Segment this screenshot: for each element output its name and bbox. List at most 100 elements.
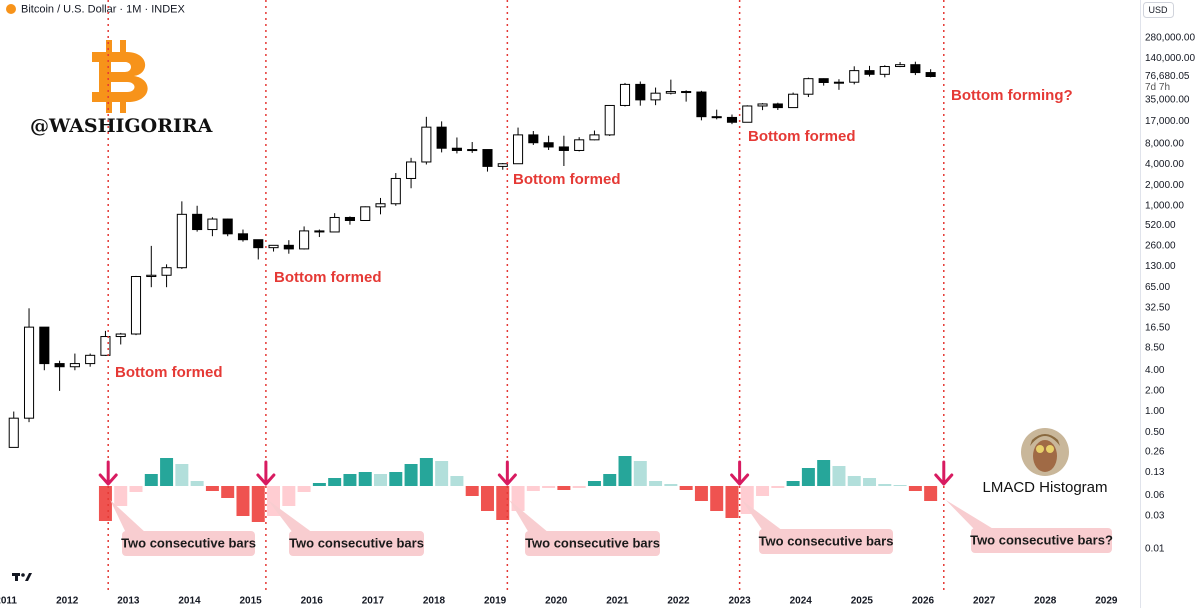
annotation: Bottom formed [115,364,223,381]
candle-body [192,213,203,231]
histogram-bar [557,486,571,490]
x-tick-label: 2028 [1034,596,1057,607]
bitcoin-logo [92,40,148,113]
callout-pointer [267,500,313,533]
y-tick-label: 65.00 [1145,282,1170,293]
avatar-face [1033,440,1057,472]
x-tick-label: 2025 [851,596,874,607]
signal-arrow [497,460,517,486]
candle-body [574,139,585,151]
histogram-bar [190,481,204,486]
histogram-bar [419,458,433,486]
countdown: 7d 7h [1145,82,1170,93]
avatar-hair [1030,434,1060,446]
histogram-bar [542,486,556,488]
candle-body [100,336,111,356]
x-tick-label: 2016 [301,596,324,607]
candle-body [390,177,401,205]
candle-body [130,276,142,335]
candle-body [207,218,218,231]
candle-body [772,103,783,109]
avatar-glasses [1046,445,1054,453]
callout-box [122,531,255,556]
y-tick-label: 0.13 [1145,467,1165,478]
y-tick-label: 520.00 [1145,220,1176,231]
candle-body [268,244,279,249]
candle-body [604,104,615,136]
candle-body [406,161,417,179]
candle-body [8,417,19,448]
candle-body [619,83,631,106]
signal-arrow [934,460,954,486]
y-tick-label: 4.00 [1145,365,1165,376]
candle-body [558,146,569,151]
histogram-bar [496,486,510,520]
candle-body [681,91,692,94]
histogram-bar [603,474,617,486]
y-tick-label: 0.50 [1145,427,1165,438]
histogram-bar [863,478,877,486]
histogram-bar [801,468,815,486]
y-tick-label: 2,000.00 [1145,180,1184,191]
y-tick-label: 35,000.00 [1145,95,1190,106]
histogram-bar [389,472,403,486]
candle-body [299,230,310,250]
candle-body [818,78,829,83]
callout-box [971,528,1112,553]
callout-box [525,531,660,556]
candle-body [757,103,768,107]
x-tick-label: 2021 [606,596,629,607]
histogram-bar [847,476,861,486]
histogram-bar [526,486,540,491]
histogram-bar [374,474,388,486]
candle-body [237,233,249,241]
x-tick-label: 2024 [790,596,813,607]
x-tick-label: 2014 [178,596,201,607]
symbol-icon [6,4,16,14]
candle-body [650,92,661,101]
x-tick-label: 2019 [484,596,507,607]
histogram-bar [328,478,342,486]
annotation: Bottom forming? [951,87,1073,104]
y-tick-label: 1,000.00 [1145,200,1184,211]
candle-body [482,149,493,167]
callout-pointer [509,500,549,533]
candle-body [451,147,462,151]
y-tick-label: 8.50 [1145,342,1165,353]
candle-body [803,78,814,95]
logo-part [21,573,25,577]
candle-body [436,126,447,149]
candle-body [925,72,936,77]
x-tick-label: 2018 [423,596,446,607]
y-tick-label: 16.50 [1145,323,1170,334]
histogram-bar [465,486,479,496]
histogram-bar [282,486,296,506]
y-tick-label: 17,000.00 [1145,116,1190,127]
candle-body [421,126,432,163]
x-tick-label: 2015 [239,596,262,607]
histogram-bar [114,486,128,506]
callout-text: Two consecutive bars [289,535,424,550]
histogram-bar [358,472,372,486]
candle-body [23,326,35,419]
y-tick-label: 32.50 [1145,302,1170,313]
annotation: Bottom formed [274,269,382,286]
histogram-bar [710,486,724,511]
callout-text: Two consecutive bars [525,535,660,550]
x-tick-label: 2027 [973,596,996,607]
signal-arrow [98,460,118,486]
candle-body [528,134,539,144]
candle-body [635,83,646,101]
currency[interactable]: USD [1148,5,1168,15]
x-tick-label: 2012 [56,596,79,607]
currency-box[interactable] [1143,2,1174,18]
candle-body [879,66,890,75]
callout-text: Two consecutive bars? [970,532,1113,547]
histogram-bar [679,486,693,490]
annotation: Bottom formed [513,171,621,188]
candle-body [696,91,707,118]
candle-body [512,134,524,165]
histogram-bar [649,481,663,486]
